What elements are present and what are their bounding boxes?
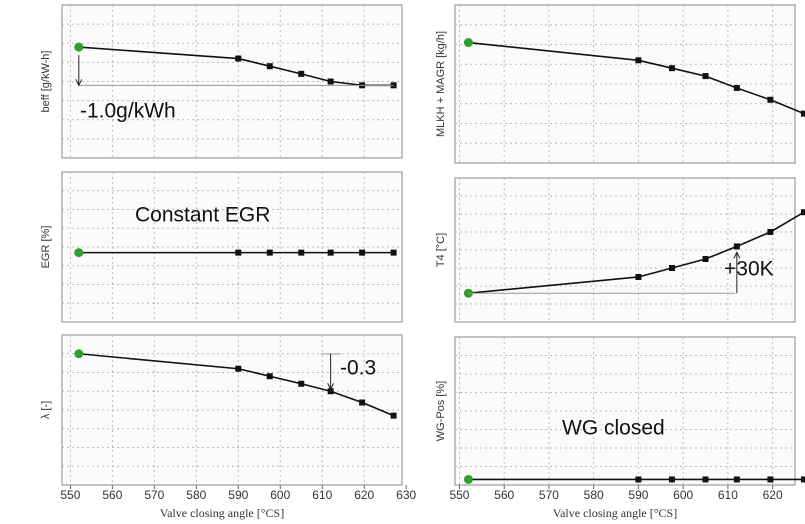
data-point (635, 476, 642, 483)
data-point (767, 476, 774, 483)
data-point (800, 476, 805, 483)
data-point (327, 249, 334, 256)
data-point (767, 229, 774, 235)
data-point (668, 65, 675, 72)
data-point (702, 256, 709, 262)
data-point (359, 249, 366, 256)
data-point (767, 96, 774, 103)
data-point (733, 84, 740, 91)
data-point (359, 399, 366, 406)
x-tick-label: 590 (628, 488, 648, 502)
annotation: -0.3 (340, 357, 376, 380)
x-tick-label: 560 (494, 488, 514, 502)
y-axis-label: MLKH + MAGR [kg/h] (435, 31, 447, 137)
x-axis-label: Valve closing angle [°CS] (160, 506, 284, 520)
data-point (266, 373, 273, 380)
x-tick-label: 550 (449, 488, 469, 502)
arrow (327, 354, 335, 391)
data-point (635, 57, 642, 64)
arrow (75, 55, 83, 87)
x-axis-label: Valve closing angle [°CS] (553, 506, 677, 520)
data-point (702, 476, 709, 483)
data-point (235, 249, 242, 256)
y-axis-label: WG-Pos [%] (435, 381, 447, 442)
data-point (235, 365, 242, 372)
x-tick-label: 600 (270, 488, 290, 502)
data-point (266, 249, 273, 256)
data-point (702, 73, 709, 80)
x-tick-label: 580 (186, 488, 206, 502)
x-tick-label: 610 (312, 488, 332, 502)
annotation: +30K (724, 258, 774, 281)
annotation: WG closed (562, 417, 665, 440)
arrow (733, 251, 741, 294)
start-point (74, 248, 84, 258)
data-point (733, 243, 740, 250)
data-point (235, 55, 242, 62)
data-point (390, 249, 397, 256)
y-axis-label: λ [-] (40, 401, 52, 419)
y-axis-label: T4 [°C] (435, 233, 447, 267)
x-tick-label: 560 (102, 488, 122, 502)
x-tick-label: 580 (584, 488, 604, 502)
data-point (733, 476, 740, 483)
data-point (298, 70, 305, 77)
data-point (298, 380, 305, 387)
start-point (74, 42, 84, 52)
data-point (668, 265, 675, 271)
data-point (668, 476, 675, 483)
data-point (327, 78, 334, 85)
annotation: Constant EGR (135, 204, 270, 227)
x-tick-label: 610 (718, 488, 738, 502)
start-point (463, 38, 473, 48)
x-tick-label: 620 (354, 488, 374, 502)
data-point (266, 63, 273, 70)
x-tick-label: 570 (539, 488, 559, 502)
x-tick-label: 630 (396, 488, 416, 502)
y-axis-label: EGR [%] (40, 226, 52, 269)
x-tick-label: 620 (763, 488, 783, 502)
data-point (327, 388, 334, 395)
start-point (74, 349, 84, 359)
x-tick-label: 550 (60, 488, 80, 502)
start-point (463, 474, 473, 484)
data-point (800, 110, 805, 117)
data-point (635, 274, 642, 280)
x-tick-label: 590 (228, 488, 248, 502)
data-point (800, 209, 805, 216)
data-point (390, 412, 397, 419)
annotation: -1.0g/kWh (80, 100, 176, 123)
data-point (298, 249, 305, 256)
x-tick-label: 570 (144, 488, 164, 502)
y-axis-label: beff [g/kW-h] (40, 51, 52, 113)
x-tick-label: 600 (673, 488, 693, 502)
